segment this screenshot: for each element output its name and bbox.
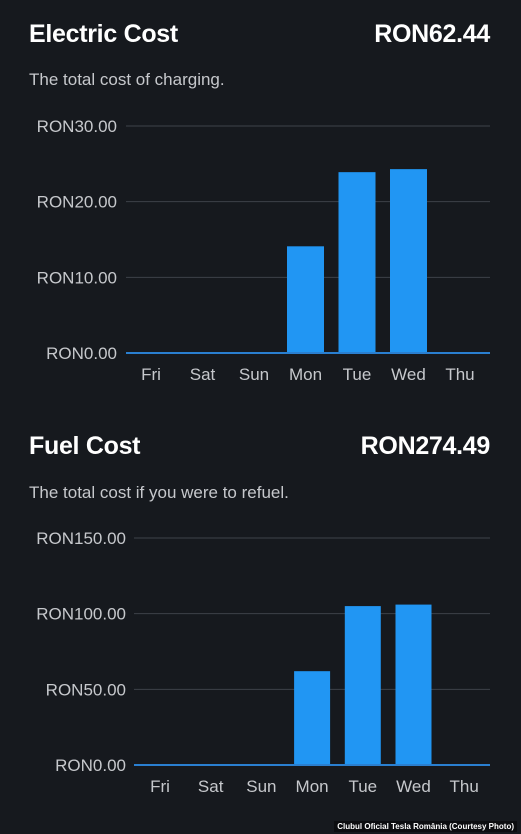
x-tick-label: Fri xyxy=(141,365,161,384)
bar-tue xyxy=(338,172,376,353)
fuel-cost-total: RON274.49 xyxy=(360,432,491,460)
electric-cost-chart: RON0.00 RON10.00 RON20.00 RON30.00 Fri Sat Sun… xyxy=(37,117,490,384)
y-tick-label: RON20.00 xyxy=(37,193,117,212)
fuel-cost-title: Fuel Cost xyxy=(29,432,141,460)
x-tick-label: Sat xyxy=(198,777,224,796)
y-tick-label: RON0.00 xyxy=(55,756,126,775)
y-tick-label: RON30.00 xyxy=(37,117,117,136)
y-tick-label: RON50.00 xyxy=(46,680,126,699)
x-tick-label: Sat xyxy=(190,365,216,384)
x-tick-label: Mon xyxy=(289,365,322,384)
bar-mon xyxy=(287,246,324,353)
photo-credit: Clubul Oficial Tesla România (Courtesy P… xyxy=(334,821,517,832)
y-tick-label: RON100.00 xyxy=(36,605,126,624)
x-tick-label: Wed xyxy=(391,365,426,384)
x-tick-label: Sun xyxy=(246,777,276,796)
x-tick-label: Thu xyxy=(445,365,474,384)
x-tick-label: Mon xyxy=(296,777,329,796)
x-tick-label: Tue xyxy=(348,777,377,796)
electric-cost-total: RON62.44 xyxy=(374,20,490,48)
fuel-cost-subtitle: The total cost if you were to refuel. xyxy=(29,483,289,502)
x-tick-label: Wed xyxy=(396,777,431,796)
bar-wed xyxy=(390,169,427,353)
y-tick-label: RON150.00 xyxy=(36,529,126,548)
y-tick-label: RON0.00 xyxy=(46,344,117,363)
x-tick-label: Thu xyxy=(450,777,479,796)
bar-tue xyxy=(344,606,381,765)
bar-mon xyxy=(294,671,331,765)
y-tick-label: RON10.00 xyxy=(37,268,117,287)
electric-cost-title: Electric Cost xyxy=(29,20,178,48)
x-tick-label: Sun xyxy=(239,365,269,384)
electric-cost-section: Electric Cost RON62.44 The total cost of… xyxy=(0,0,521,415)
electric-cost-subtitle: The total cost of charging. xyxy=(29,70,225,89)
fuel-cost-chart: RON0.00 RON50.00 RON100.00 RON150.00 Fri Sat S… xyxy=(36,529,490,796)
x-tick-label: Fri xyxy=(150,777,170,796)
bar-wed xyxy=(395,604,432,765)
x-tick-label: Tue xyxy=(343,365,372,384)
